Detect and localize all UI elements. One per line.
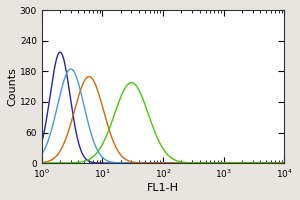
Y-axis label: Counts: Counts xyxy=(7,67,17,106)
X-axis label: FL1-H: FL1-H xyxy=(147,183,179,193)
